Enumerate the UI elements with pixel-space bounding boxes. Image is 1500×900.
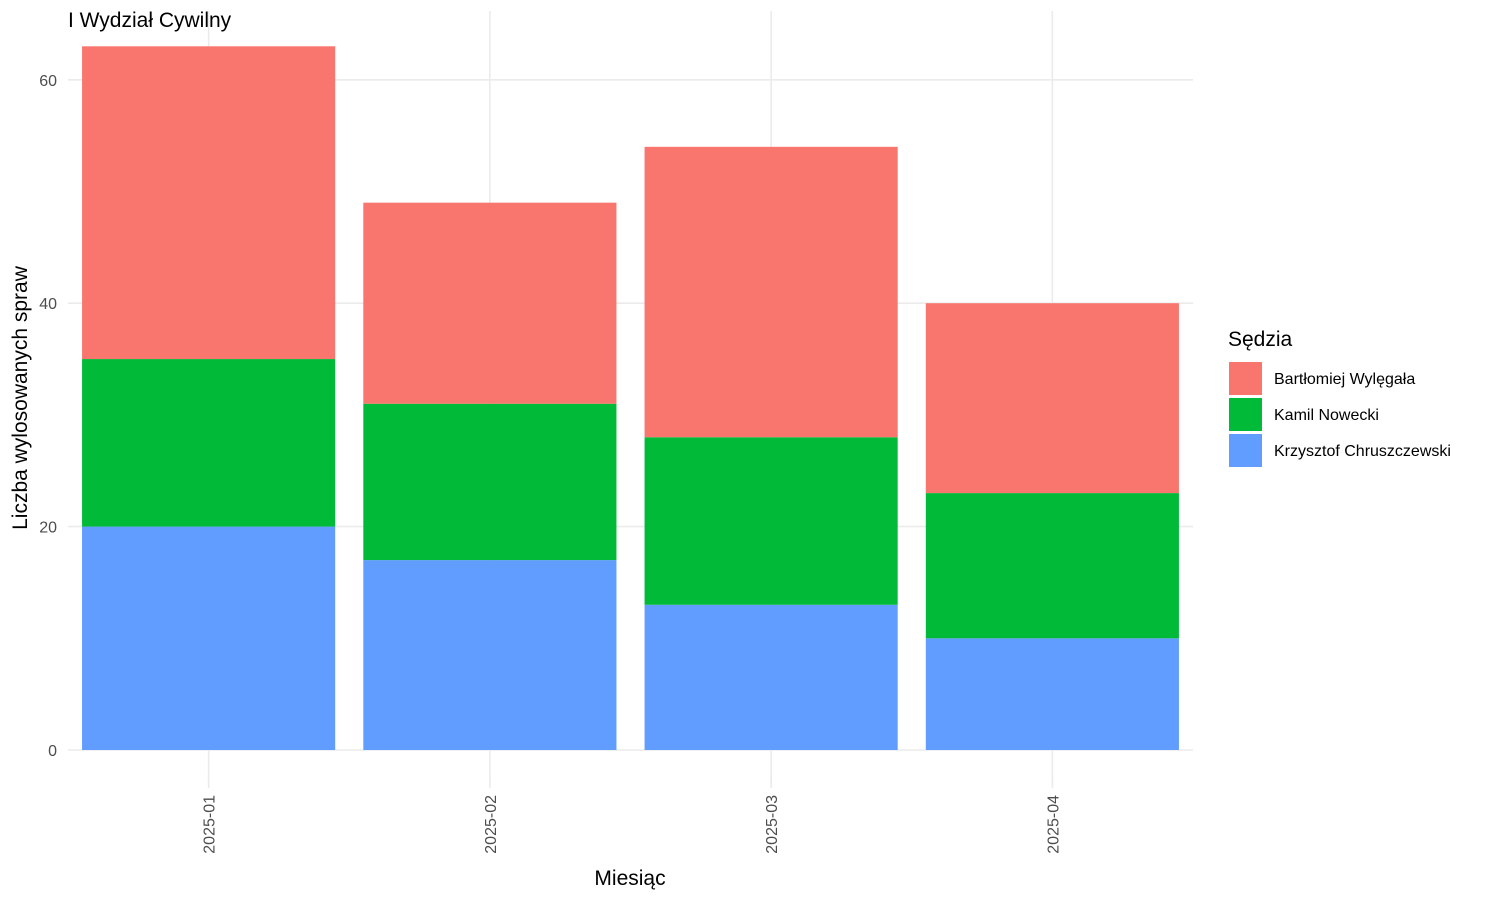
bar-segment [925, 493, 1179, 639]
y-axis-title: Liczba wylosowanych spraw [9, 265, 32, 530]
legend-label: Krzysztof Chruszczewski [1274, 443, 1451, 460]
bar-segment [925, 638, 1179, 750]
bar-segment [363, 560, 617, 750]
y-tick-label: 20 [39, 520, 57, 537]
legend-key [1229, 434, 1262, 467]
bar-segment [644, 437, 898, 605]
x-tick-label: 2025-03 [764, 795, 781, 854]
bar-segment [925, 303, 1179, 494]
x-tick-label: 2025-04 [1045, 795, 1062, 854]
x-tick-label: 2025-02 [483, 795, 500, 854]
axes: 0 20 40 60 2025-01 2025-02 2025-03 2025-04 [39, 73, 1062, 854]
bar-segment [82, 46, 336, 360]
legend-label: Bartłomiej Wylęgała [1274, 371, 1415, 388]
x-tick-label: 2025-01 [202, 795, 219, 854]
bar-segment [82, 359, 336, 527]
y-tick-label: 40 [39, 296, 57, 313]
legend-title: Sędzia [1228, 328, 1293, 351]
bar-segment [82, 526, 336, 750]
legend: Sędzia Bartłomiej Wylęgała Kamil Nowecki K… [1228, 328, 1451, 467]
x-axis-title: Miesiąc [594, 867, 665, 890]
bar-segment [644, 604, 898, 750]
bars [82, 46, 1179, 750]
legend-key [1229, 398, 1262, 431]
legend-key [1229, 362, 1262, 395]
y-tick-label: 0 [48, 743, 57, 760]
bar-segment [363, 202, 617, 404]
bar-segment [644, 146, 898, 438]
bar-segment [363, 403, 617, 561]
legend-label: Kamil Nowecki [1274, 407, 1379, 424]
y-tick-label: 60 [39, 73, 57, 90]
chart-title: I Wydział Cywilny [68, 9, 232, 32]
